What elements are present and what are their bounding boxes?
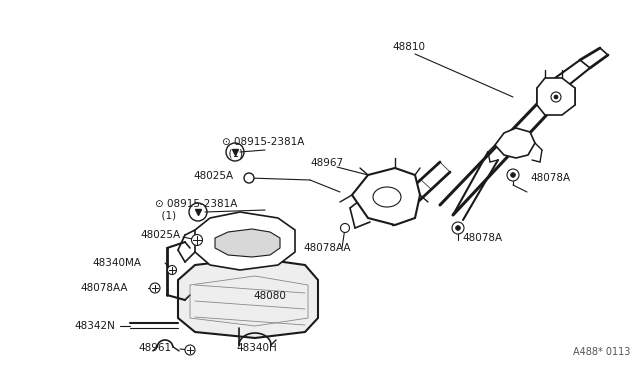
Polygon shape <box>352 168 420 225</box>
Text: 48810: 48810 <box>392 42 425 52</box>
Text: A488* 0113: A488* 0113 <box>573 347 630 357</box>
Text: 48967: 48967 <box>310 158 343 168</box>
Circle shape <box>150 283 160 293</box>
Polygon shape <box>178 258 318 338</box>
Polygon shape <box>215 229 280 257</box>
Text: 48078A: 48078A <box>530 173 570 183</box>
Circle shape <box>511 173 515 177</box>
Text: 48340MA: 48340MA <box>92 258 141 268</box>
Polygon shape <box>537 78 575 115</box>
Circle shape <box>456 225 460 230</box>
Text: 48078A: 48078A <box>462 233 502 243</box>
Circle shape <box>507 169 519 181</box>
Text: 48025A: 48025A <box>140 230 180 240</box>
Circle shape <box>244 173 254 183</box>
Circle shape <box>551 92 561 102</box>
Text: 48025A: 48025A <box>193 171 233 181</box>
Circle shape <box>452 222 464 234</box>
Text: ⊙ 08915-2381A
  (1): ⊙ 08915-2381A (1) <box>155 199 237 221</box>
Text: 48340H: 48340H <box>236 343 276 353</box>
Circle shape <box>191 234 202 246</box>
Text: 48078AA: 48078AA <box>303 243 351 253</box>
Circle shape <box>554 95 558 99</box>
Polygon shape <box>495 128 535 158</box>
Text: ⊙ 08915-2381A
  (1): ⊙ 08915-2381A (1) <box>222 137 305 159</box>
Circle shape <box>185 345 195 355</box>
Circle shape <box>168 266 177 275</box>
Circle shape <box>340 224 349 232</box>
Text: 48078AA: 48078AA <box>80 283 127 293</box>
Text: 48961: 48961 <box>138 343 171 353</box>
Polygon shape <box>195 212 295 270</box>
Text: 48080: 48080 <box>253 291 286 301</box>
Text: 48342N: 48342N <box>74 321 115 331</box>
